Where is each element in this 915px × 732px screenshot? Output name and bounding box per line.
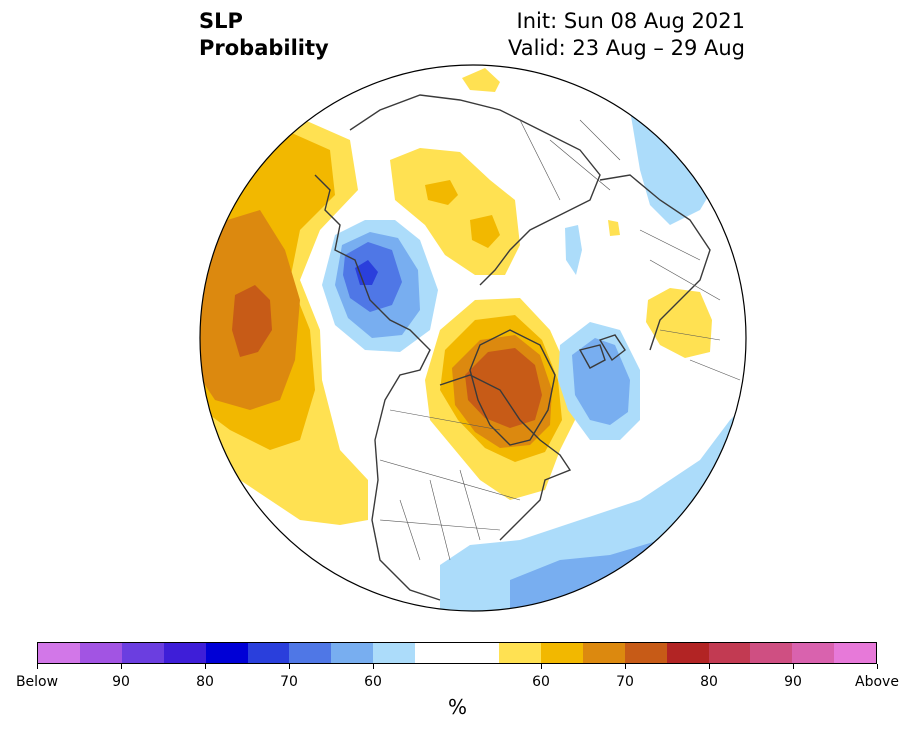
colorbar-tick-label: 60 (532, 674, 550, 690)
colorbar-unit: % (447, 695, 467, 719)
colorbar-segment (708, 643, 751, 663)
colorbar-tick-label: 70 (616, 674, 634, 690)
product-title: Probability (199, 36, 329, 60)
colorbar-segment (121, 643, 164, 663)
colorbar-tick-label: 80 (196, 674, 214, 690)
colorbar-segment (79, 643, 122, 663)
colorbar (37, 642, 877, 664)
variable-title: SLP (199, 9, 243, 33)
colorbar-tick (625, 664, 626, 669)
colorbar-tick-label: 60 (364, 674, 382, 690)
arctic-small-55 (462, 68, 500, 92)
colorbar-segment (498, 643, 541, 663)
colorbar-segment (247, 643, 290, 663)
colorbar-tick (37, 664, 38, 669)
date-block: Init: Sun 08 Aug 2021 Valid: 23 Aug – 29… (508, 8, 745, 62)
probability-map (199, 64, 747, 612)
colorbar-segment (457, 643, 499, 663)
init-date: Init: Sun 08 Aug 2021 (516, 9, 745, 33)
colorbar-tick (793, 664, 794, 669)
colorbar-segment (540, 643, 583, 663)
greenland-anomaly-70 (465, 348, 542, 428)
colorbar-tick (541, 664, 542, 669)
ural-anomaly-55 (565, 225, 582, 275)
pacific-anomaly-70 (232, 285, 272, 357)
colorbar-tick (205, 664, 206, 669)
valid-range: Valid: 23 Aug – 29 Aug (507, 36, 745, 60)
colorbar-segment (792, 643, 835, 663)
title-block: SLP Probability (199, 8, 329, 62)
colorbar-segment (331, 643, 374, 663)
colorbar-tick (877, 664, 878, 669)
colorbar-segment (834, 643, 877, 663)
colorbar-tick (289, 664, 290, 669)
atlantic-anomaly-60 (572, 338, 630, 425)
borders (379, 119, 741, 561)
colorbar-segment (415, 643, 458, 663)
globe-outline (199, 64, 747, 612)
colorbar-tick (709, 664, 710, 669)
colorbar-segment (38, 643, 80, 663)
siberia-anomaly-60b (470, 215, 500, 248)
colorbar-segment (205, 643, 248, 663)
colorbar-tick (121, 664, 122, 669)
colorbar-tick-label: Above (855, 674, 899, 690)
siberia-anomaly-60 (425, 180, 458, 205)
bering-anomaly-70 (355, 260, 378, 285)
europe-anomaly-55 (646, 288, 712, 358)
siberia-small-55 (608, 220, 620, 236)
colorbar-tick-label: 90 (784, 674, 802, 690)
colorbar-ticks: Below 90 80 70 60 60 70 80 90 Above (16, 664, 899, 694)
colorbar-segment (289, 643, 332, 663)
colorbar-tick-label: Below (15, 674, 59, 690)
colorbar-tick-label: 90 (112, 674, 130, 690)
colorbar-segment (624, 643, 667, 663)
colorbar-segment (373, 643, 416, 663)
colorbar-tick-label: 70 (280, 674, 298, 690)
colorbar-segment (666, 643, 709, 663)
colorbar-segment (163, 643, 206, 663)
colorbar-segment (582, 643, 625, 663)
colorbar-tick (373, 664, 374, 669)
colorbar-segment (750, 643, 793, 663)
coastlines (314, 94, 711, 601)
colorbar-tick-label: 80 (700, 674, 718, 690)
